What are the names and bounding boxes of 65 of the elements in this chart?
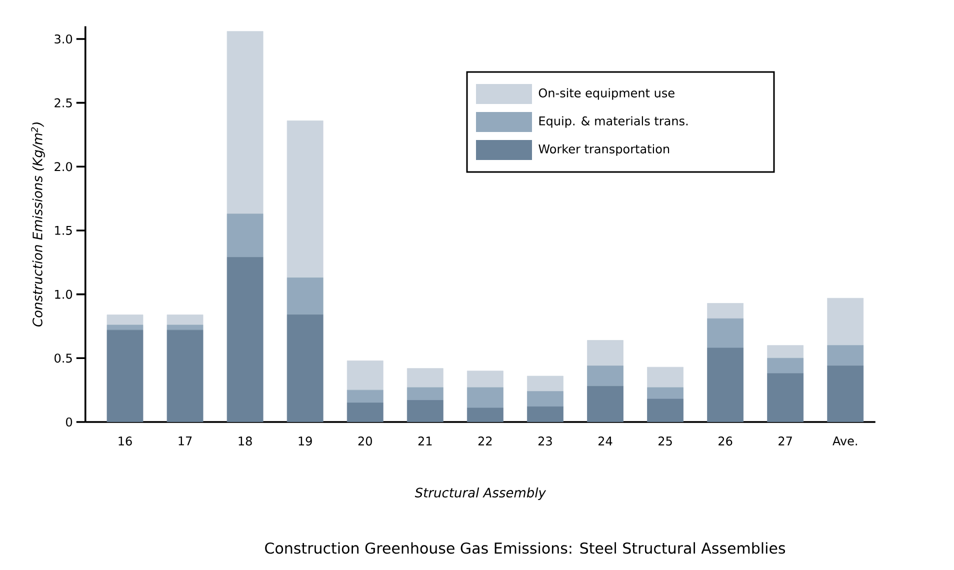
bar [166,324,204,330]
bar [286,120,324,278]
bar [827,345,864,366]
bar [406,400,444,422]
x-tick-label: 24 [598,436,612,446]
bar [647,366,684,388]
y-tick-label: 2.5 [54,98,72,108]
bar [587,386,624,422]
x-tick-label: 25 [658,436,672,446]
legend-label: Equip. & materials trans. [539,116,688,128]
bar [166,314,204,326]
y-tick-label: 1.5 [55,226,72,235]
x-tick-label: 22 [478,436,492,446]
bar [767,373,804,422]
bar [106,324,144,330]
bar [226,257,264,422]
y-tick-label: 0.5 [54,354,72,363]
bar [707,303,744,319]
y-tick-label: 3.0 [54,34,72,44]
x-tick-label: 27 [778,436,792,446]
bar [226,214,264,258]
bar [226,31,264,214]
bar [346,402,384,422]
x-tick-label: Ave. [832,436,857,446]
legend-label: Worker transportation [538,144,670,156]
bar [466,387,504,408]
bar [527,376,564,392]
x-axis-title: Structural Assembly [414,487,546,500]
x-tick-label: 16 [118,436,132,446]
bar [647,387,684,400]
bar [406,368,444,388]
x-tick-label: 17 [178,436,192,446]
bar [466,370,504,388]
bar [827,366,864,422]
bar [587,340,624,366]
x-tick-label: 18 [238,436,252,446]
bar [707,318,744,348]
bar [466,408,504,422]
bar [827,298,864,346]
bar [587,366,624,386]
bar [106,330,144,422]
bar [647,398,684,422]
bar [286,278,324,315]
x-tick-label: 21 [418,436,432,446]
x-tick-label: 26 [718,436,732,446]
bar [166,330,204,422]
y-tick-label: 0 [66,417,72,427]
x-tick-label: 23 [538,436,552,446]
bar [346,360,384,390]
legend-label: On-site equipment use [538,88,674,100]
bar [106,314,144,326]
bar [406,387,444,400]
bar [767,345,804,358]
x-tick-label: 20 [358,436,372,446]
y-tick-label: 1.0 [55,290,72,299]
x-tick-label: 19 [298,436,312,446]
text: Construction Greenhouse Gas Emissions: Steel Structural Assemblies [265,542,786,554]
y-axis-title: Construction Emissions (Kg/m$^{2}$) [31,122,45,327]
bar [527,406,564,422]
y-tick-label: 2.0 [54,162,72,172]
bar [707,348,744,422]
bar [346,390,384,404]
bar [527,391,564,407]
bar [286,314,324,422]
bar [767,358,804,374]
